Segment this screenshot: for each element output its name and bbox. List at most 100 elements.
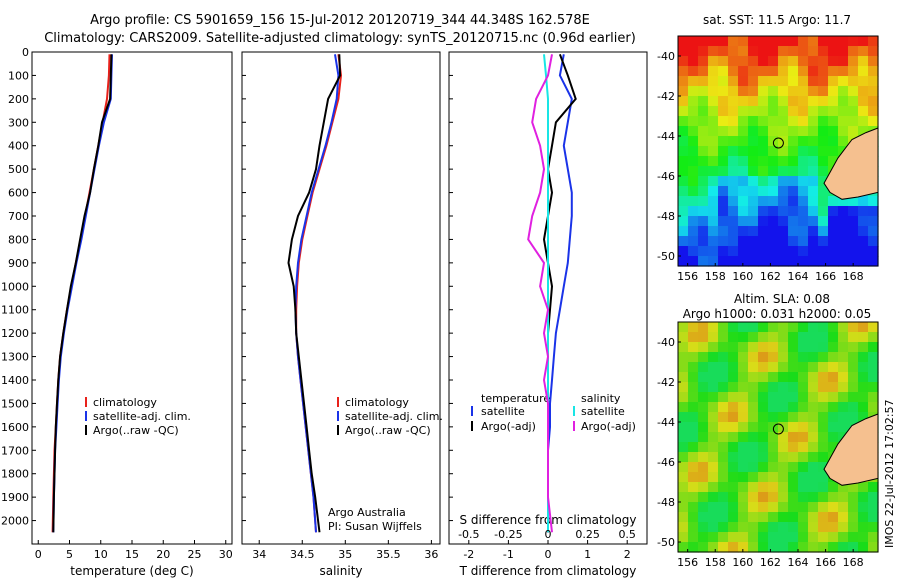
heatmap-cell xyxy=(718,362,729,373)
heatmap-cell xyxy=(728,66,739,77)
legend-label-temperature-argo: Argo(-adj) xyxy=(481,420,536,433)
heatmap-cell xyxy=(848,106,859,117)
heatmap-cell xyxy=(858,226,869,237)
x-tick-label: 166 xyxy=(815,270,836,283)
heatmap-cell xyxy=(678,452,689,463)
heatmap-cell xyxy=(718,136,729,147)
heatmap-cell xyxy=(678,462,689,473)
heatmap-cell xyxy=(728,46,739,57)
heatmap-cell xyxy=(768,382,779,393)
heatmap-cell xyxy=(788,46,799,57)
heatmap-cell xyxy=(748,126,759,137)
figure-title-line2: Climatology: CARS2009. Satellite-adjuste… xyxy=(44,31,636,46)
heatmap-cell xyxy=(868,56,879,67)
heatmap-cell xyxy=(688,46,699,57)
y-tick-label: -40 xyxy=(657,50,675,63)
x-tick-label: 160 xyxy=(732,556,753,569)
heatmap-cell xyxy=(838,236,849,247)
heatmap-cell xyxy=(848,532,859,543)
heatmap-cell xyxy=(818,56,829,67)
heatmap-cell xyxy=(738,432,749,443)
heatmap-cell xyxy=(678,502,689,513)
heatmap-cell xyxy=(778,76,789,87)
heatmap-cell xyxy=(698,126,709,137)
heatmap-cell xyxy=(798,472,809,483)
heatmap-cell xyxy=(788,176,799,187)
heatmap-cell xyxy=(698,462,709,473)
heatmap-cell xyxy=(678,36,689,47)
heatmap-cell xyxy=(848,342,859,353)
heatmap-cell xyxy=(738,392,749,403)
heatmap-cell xyxy=(748,432,759,443)
heatmap-cell xyxy=(828,502,839,513)
heatmap-cell xyxy=(868,532,879,543)
heatmap-cell xyxy=(688,542,699,553)
heatmap-cell xyxy=(848,522,859,533)
heatmap-cell xyxy=(768,402,779,413)
heatmap-cell xyxy=(798,512,809,523)
heatmap-cell xyxy=(848,66,859,77)
heatmap-cell xyxy=(708,392,719,403)
heatmap-cell xyxy=(678,236,689,247)
heatmap-cell xyxy=(758,472,769,483)
heatmap-cell xyxy=(798,352,809,363)
heatmap-cell xyxy=(828,532,839,543)
heatmap-cell xyxy=(828,56,839,67)
heatmap-cell xyxy=(728,36,739,47)
y-tick-label: 700 xyxy=(8,210,29,223)
heatmap-cell xyxy=(738,246,749,257)
temperature-xlabel: temperature (deg C) xyxy=(70,564,193,578)
heatmap-cell xyxy=(818,66,829,77)
heatmap-cell xyxy=(788,146,799,157)
heatmap-cell xyxy=(728,532,739,543)
heatmap-cell xyxy=(868,362,879,373)
heatmap-cell xyxy=(688,66,699,77)
heatmap-cell xyxy=(688,126,699,137)
heatmap-cell xyxy=(758,412,769,423)
heatmap-cell xyxy=(828,256,839,267)
sla-heatmap xyxy=(678,322,879,553)
x-tick-label-top: 0 xyxy=(545,528,552,541)
heatmap-cell xyxy=(758,96,769,107)
heatmap-cell xyxy=(748,532,759,543)
salinity-axes xyxy=(241,51,441,545)
heatmap-cell xyxy=(688,186,699,197)
heatmap-cell xyxy=(838,196,849,207)
heatmap-cell xyxy=(758,362,769,373)
heatmap-cell xyxy=(838,362,849,373)
legend-head-salinity: salinity xyxy=(581,392,621,405)
heatmap-cell xyxy=(688,352,699,363)
heatmap-cell xyxy=(748,512,759,523)
heatmap-cell xyxy=(678,352,689,363)
heatmap-cell xyxy=(718,332,729,343)
heatmap-cell xyxy=(708,422,719,433)
heatmap-cell xyxy=(758,46,769,57)
heatmap-cell xyxy=(768,482,779,493)
x-tick-label: 0 xyxy=(545,548,552,561)
heatmap-cell xyxy=(828,206,839,217)
heatmap-cell xyxy=(808,206,819,217)
heatmap-cell xyxy=(748,352,759,363)
heatmap-cell xyxy=(748,86,759,97)
heatmap-cell xyxy=(688,196,699,207)
heatmap-cell xyxy=(798,106,809,117)
sla-map-subtitle: Argo h1000: 0.031 h2000: 0.05 xyxy=(683,307,872,321)
heatmap-cell xyxy=(778,432,789,443)
heatmap-cell xyxy=(808,332,819,343)
heatmap-cell xyxy=(678,96,689,107)
heatmap-cell xyxy=(728,206,739,217)
heatmap-cell xyxy=(708,362,719,373)
x-tick-label: 0 xyxy=(35,548,42,561)
heatmap-cell xyxy=(688,412,699,423)
heatmap-cell xyxy=(858,116,869,127)
heatmap-cell xyxy=(838,322,849,333)
heatmap-cell xyxy=(768,186,779,197)
sla-map-panel: Altim. SLA: 0.08 Argo h1000: 0.031 h2000… xyxy=(657,292,879,569)
x-tick-label: 168 xyxy=(843,270,864,283)
heatmap-cell xyxy=(688,342,699,353)
heatmap-cell xyxy=(738,512,749,523)
heatmap-cell xyxy=(738,322,749,333)
heatmap-cell xyxy=(828,66,839,77)
heatmap-cell xyxy=(698,432,709,443)
heatmap-cell xyxy=(738,542,749,553)
